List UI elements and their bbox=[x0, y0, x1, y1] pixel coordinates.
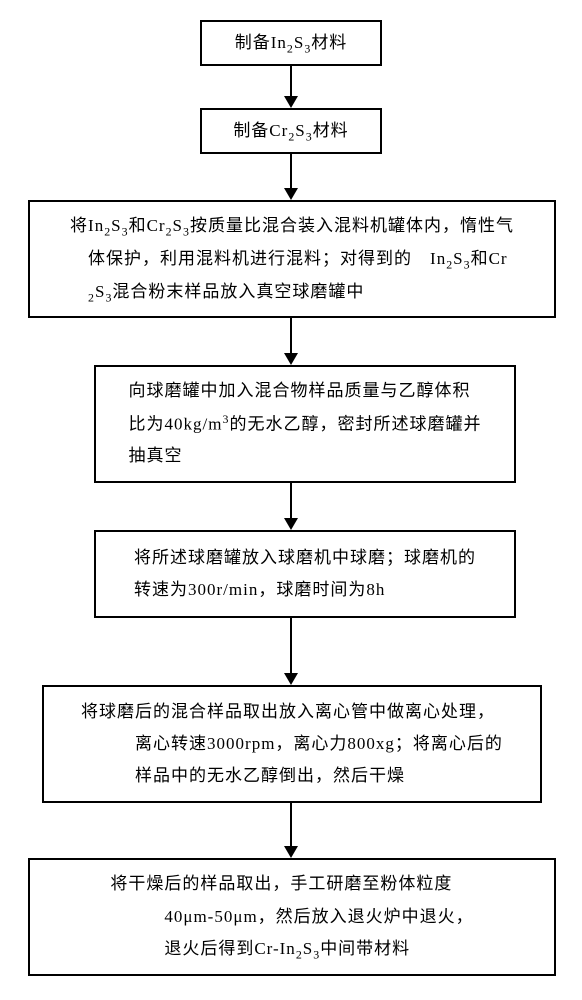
step5-box: 将所述球磨罐放入球磨机中球磨；球磨机的 转速为300r/min，球磨时间为8h bbox=[94, 530, 516, 618]
step6-text: 将球磨后的混合样品取出放入离心管中做离心处理， 离心转速3000rpm，离心力8… bbox=[81, 696, 503, 793]
step2-box: 制备Cr2S3材料 bbox=[200, 108, 382, 154]
flowchart-container: 制备In2S3材料 制备Cr2S3材料 将In2S3和Cr2S3按质量比混合装入… bbox=[0, 0, 582, 1000]
step2-text: 制备Cr2S3材料 bbox=[233, 115, 348, 148]
step3-text: 将In2S3和Cr2S3按质量比混合装入混料机罐体内，惰性气 体保护，利用混料机… bbox=[70, 210, 514, 309]
step1-text: 制备In2S3材料 bbox=[235, 27, 348, 60]
step7-box: 将干燥后的样品取出，手工研磨至粉体粒度 40μm-50μm，然后放入退火炉中退火… bbox=[28, 858, 556, 976]
step1-box: 制备In2S3材料 bbox=[200, 20, 382, 66]
step4-text: 向球磨罐中加入混合物样品质量与乙醇体积 比为40kg/m3的无水乙醇，密封所述球… bbox=[129, 375, 482, 473]
step7-text: 将干燥后的样品取出，手工研磨至粉体粒度 40μm-50μm，然后放入退火炉中退火… bbox=[110, 868, 473, 966]
step6-box: 将球磨后的混合样品取出放入离心管中做离心处理， 离心转速3000rpm，离心力8… bbox=[42, 685, 542, 803]
step3-box: 将In2S3和Cr2S3按质量比混合装入混料机罐体内，惰性气 体保护，利用混料机… bbox=[28, 200, 556, 318]
step4-box: 向球磨罐中加入混合物样品质量与乙醇体积 比为40kg/m3的无水乙醇，密封所述球… bbox=[94, 365, 516, 483]
step5-text: 将所述球磨罐放入球磨机中球磨；球磨机的 转速为300r/min，球磨时间为8h bbox=[134, 542, 476, 607]
